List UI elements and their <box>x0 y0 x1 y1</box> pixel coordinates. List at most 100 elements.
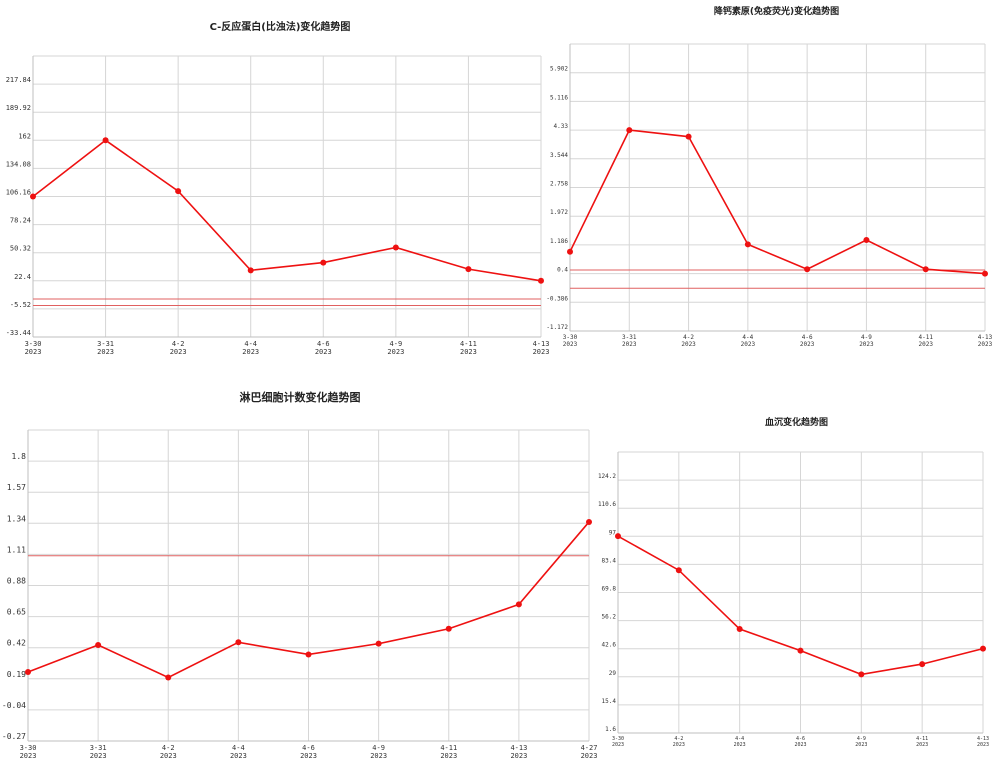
y-tick-label: 83.4 <box>602 557 617 564</box>
data-point[interactable] <box>95 641 102 648</box>
data-point[interactable] <box>736 626 743 633</box>
chart-title: 淋巴细胞计数变化趋势图 <box>239 391 361 404</box>
x-tick-label: 4-4 2023 <box>230 744 247 760</box>
x-tick-label: 4-2 2023 <box>160 744 177 760</box>
x-tick-label: 4-6 2023 <box>794 736 806 748</box>
y-tick-label: 1.34 <box>7 514 26 523</box>
data-point[interactable] <box>797 647 804 654</box>
data-point[interactable] <box>919 661 926 668</box>
x-tick-label: 4-13 2023 <box>977 736 989 748</box>
x-tick-label: 4-9 2023 <box>370 744 387 760</box>
y-tick-label: -5.52 <box>10 301 31 309</box>
y-tick-label: 22.4 <box>14 273 31 281</box>
data-point[interactable] <box>305 651 312 658</box>
x-tick-label: 4-9 2023 <box>855 736 867 748</box>
data-point[interactable] <box>247 267 254 274</box>
y-tick-label: 69.8 <box>602 586 617 593</box>
x-tick-label: 4-13 2023 <box>978 334 993 348</box>
x-tick-label: 4-6 2023 <box>300 744 317 760</box>
data-point[interactable] <box>175 188 182 195</box>
x-tick-label: 4-4 2023 <box>734 736 746 748</box>
y-tick-label: 110.6 <box>598 501 616 508</box>
x-tick-label: 3-30 2023 <box>563 334 578 348</box>
data-point[interactable] <box>804 266 811 273</box>
data-point[interactable] <box>235 639 242 646</box>
x-tick-label: 3-30 2023 <box>612 736 624 748</box>
data-point[interactable] <box>392 244 399 251</box>
x-tick-label: 3-31 2023 <box>97 340 114 356</box>
data-point[interactable] <box>922 266 929 273</box>
esr-chart: 1.6 15.4 29 42.6 56.2 69.8 83.4 97 110.6 124.2 3-3… <box>598 451 989 748</box>
data-point[interactable] <box>102 137 109 144</box>
data-point[interactable] <box>25 669 31 676</box>
y-tick-label: 106.16 <box>6 189 31 197</box>
x-tick-label: 3-31 2023 <box>90 744 107 760</box>
data-point[interactable] <box>465 266 472 273</box>
y-tick-label: 42.6 <box>602 642 617 649</box>
y-tick-label: 1.57 <box>7 483 26 492</box>
crp-chart: -33.44 -5.52 22.4 50.32 78.24 106.16 134.08 162… <box>6 55 549 356</box>
pct-chart: -1.172 -0.386 0.4 1.186 1.972 2.758 3.544 4.33 5… <box>546 43 993 348</box>
lymphocyte-chart-panel: 淋巴细胞计数变化趋势图 -0.27 -0.04 0.19 0.42 0.65 0.88 1.… <box>0 380 600 764</box>
y-tick-label: 1.11 <box>7 545 26 554</box>
chart-title: 血沉变化趋势图 <box>764 418 828 428</box>
y-tick-label: 1.972 <box>550 209 568 216</box>
y-tick-label: 5.116 <box>550 94 568 101</box>
data-point[interactable] <box>445 625 452 632</box>
series-line <box>569 129 986 275</box>
data-point[interactable] <box>626 127 633 134</box>
data-point[interactable] <box>567 248 573 255</box>
y-tick-label: 2.758 <box>550 181 568 188</box>
data-point[interactable] <box>586 518 592 525</box>
series-line <box>32 139 542 282</box>
y-tick-label: -0.04 <box>2 701 26 710</box>
esr-chart-panel: 血沉变化趋势图 1.6 15.4 29 42.6 56.2 69.8 83.4 97 110.6… <box>598 405 993 764</box>
y-tick-label: 0.65 <box>7 608 26 617</box>
data-point[interactable] <box>982 270 988 277</box>
x-tick-label: 3-30 2023 <box>20 744 37 760</box>
x-tick-label: 4-2 2023 <box>681 334 696 348</box>
data-point[interactable] <box>675 567 682 574</box>
y-tick-label: 0.88 <box>7 577 26 586</box>
x-tick-label: 4-9 2023 <box>859 334 874 348</box>
data-point[interactable] <box>685 133 692 140</box>
data-point[interactable] <box>980 645 986 652</box>
data-point[interactable] <box>615 533 621 540</box>
data-point[interactable] <box>515 601 522 608</box>
crp-chart-panel: C-反应蛋白(比浊法)变化趋势图 -33.44 -5.52 22.4 50.32 78.… <box>0 0 560 370</box>
y-tick-label: 50.32 <box>10 245 31 253</box>
x-tick-label: 4-11 2023 <box>460 340 477 356</box>
y-tick-label: 29 <box>609 670 617 677</box>
y-tick-label: 162 <box>18 132 31 140</box>
lymphocyte-chart: -0.27 -0.04 0.19 0.42 0.65 0.88 1.11 1.34 1.57 1.… <box>2 429 597 760</box>
x-tick-label: 4-11 2023 <box>440 744 457 760</box>
y-tick-label: 0.4 <box>557 267 568 274</box>
data-point[interactable] <box>744 241 751 248</box>
data-point[interactable] <box>538 277 544 284</box>
x-tick-label: 4-9 2023 <box>387 340 404 356</box>
x-tick-label: 3-31 2023 <box>622 334 637 348</box>
x-tick-label: 4-2 2023 <box>170 340 187 356</box>
data-point[interactable] <box>375 640 382 647</box>
y-tick-label: 134.08 <box>6 160 31 168</box>
y-tick-label: 0.19 <box>7 670 26 679</box>
y-tick-label: 56.2 <box>602 614 617 621</box>
y-tick-label: 1.186 <box>550 238 568 245</box>
y-tick-label: -1.172 <box>546 324 568 331</box>
data-point[interactable] <box>863 237 870 244</box>
y-tick-label: 1.8 <box>12 452 27 461</box>
data-point[interactable] <box>165 674 172 681</box>
x-tick-label: 4-13 2023 <box>510 744 527 760</box>
y-tick-label: 1.6 <box>605 726 616 733</box>
x-tick-label: 4-2 2023 <box>673 736 685 748</box>
chart-title: C-反应蛋白(比浊法)变化趋势图 <box>209 22 351 33</box>
data-point[interactable] <box>858 671 865 678</box>
x-tick-label: 4-11 2023 <box>918 334 933 348</box>
x-tick-label: 3-30 2023 <box>25 340 42 356</box>
data-point[interactable] <box>30 193 36 200</box>
y-tick-label: 97 <box>609 529 617 536</box>
y-tick-label: 124.2 <box>598 473 616 480</box>
y-tick-label: 78.24 <box>10 217 31 225</box>
data-point[interactable] <box>320 259 327 266</box>
pct-chart-panel: 降钙素原(免疫荧光)变化趋势图 -1.172 -0.386 0.4 1.186 1.97… <box>546 0 993 370</box>
